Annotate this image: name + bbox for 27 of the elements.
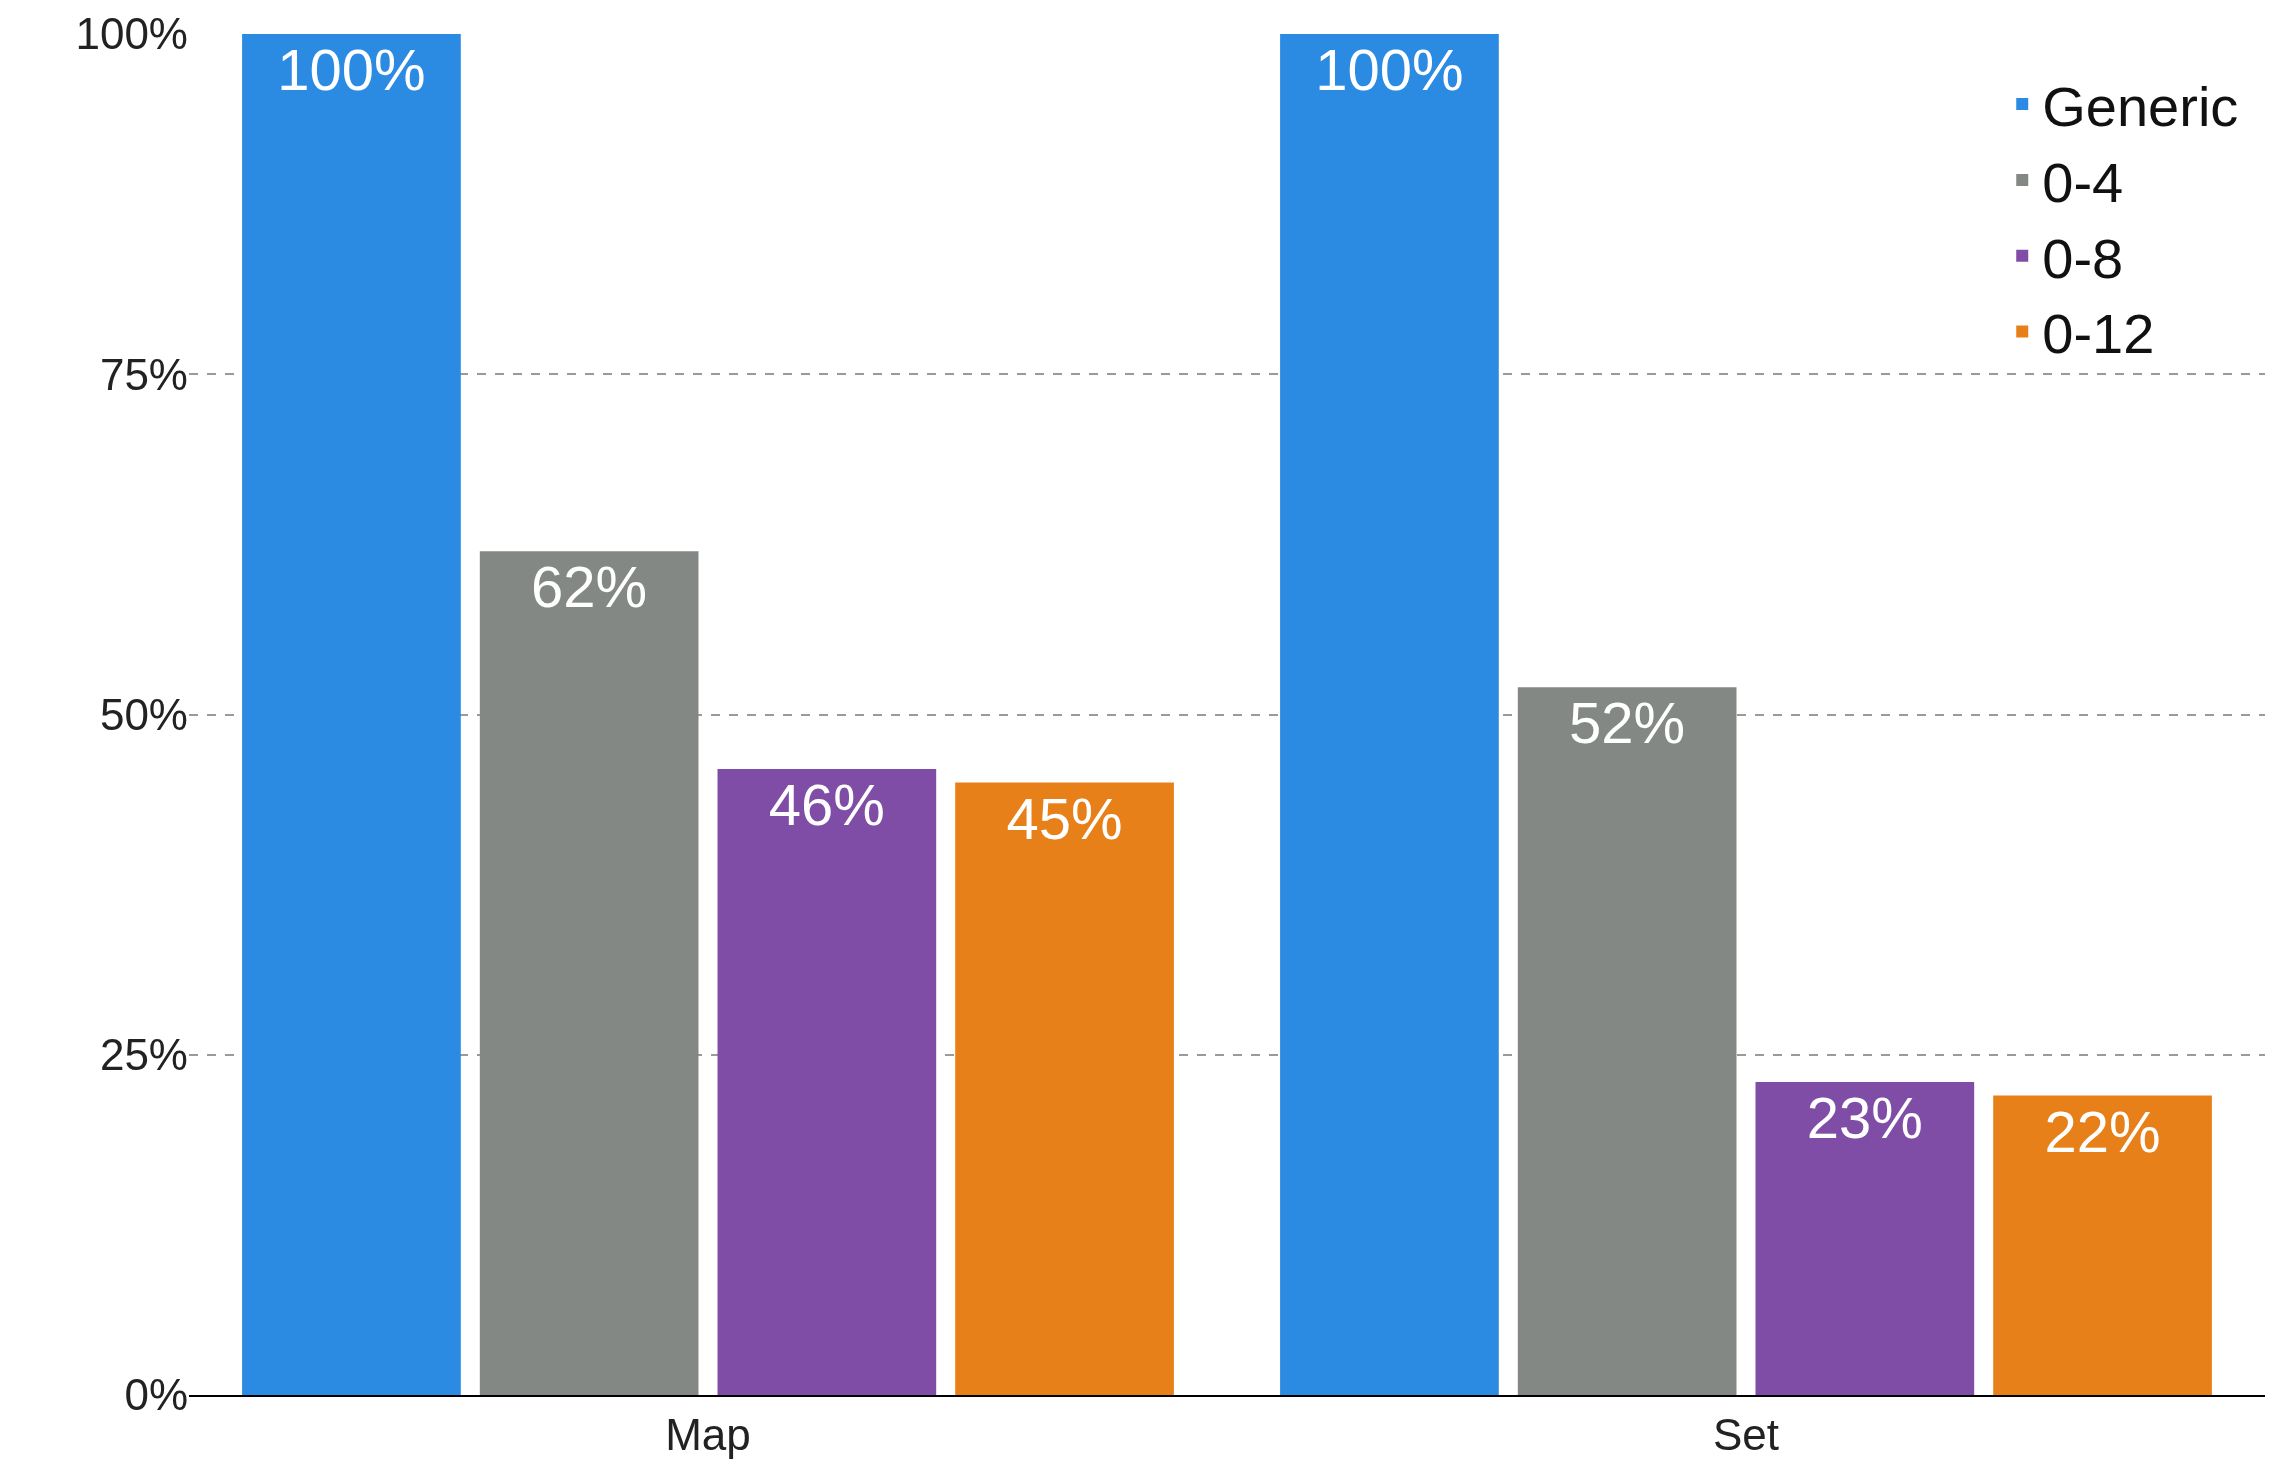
- data-label: 22%: [2044, 1098, 2161, 1164]
- bar: [1755, 1081, 1975, 1395]
- bar: [479, 551, 699, 1395]
- data-label: 45%: [1006, 785, 1123, 851]
- bar: [242, 34, 461, 1395]
- data-label: 46%: [768, 771, 885, 837]
- data-label: 52%: [1569, 690, 1686, 756]
- x-tick-label: Set: [1712, 1409, 1780, 1459]
- bar: [717, 768, 937, 1395]
- y-tick-label: 50%: [99, 689, 188, 739]
- x-tick-label: Map: [665, 1409, 751, 1459]
- legend-label: 0-8: [2042, 226, 2124, 290]
- y-tick-label: 75%: [99, 349, 188, 399]
- legend-label: Generic: [2042, 74, 2239, 138]
- bar: [1517, 687, 1737, 1395]
- bar: [1280, 34, 1499, 1395]
- legend-label: 0-4: [2042, 150, 2124, 214]
- y-tick-label: 100%: [75, 9, 188, 59]
- data-label: 62%: [531, 554, 648, 620]
- legend-label: 0-12: [2042, 302, 2155, 366]
- data-label: 23%: [1806, 1084, 1923, 1150]
- data-label: 100%: [1315, 37, 1464, 102]
- y-tick-label: 25%: [99, 1030, 188, 1080]
- bar: [955, 782, 1174, 1395]
- data-label: 100%: [277, 37, 426, 102]
- bar: [1993, 1095, 2212, 1395]
- y-tick-label: 0%: [124, 1370, 188, 1420]
